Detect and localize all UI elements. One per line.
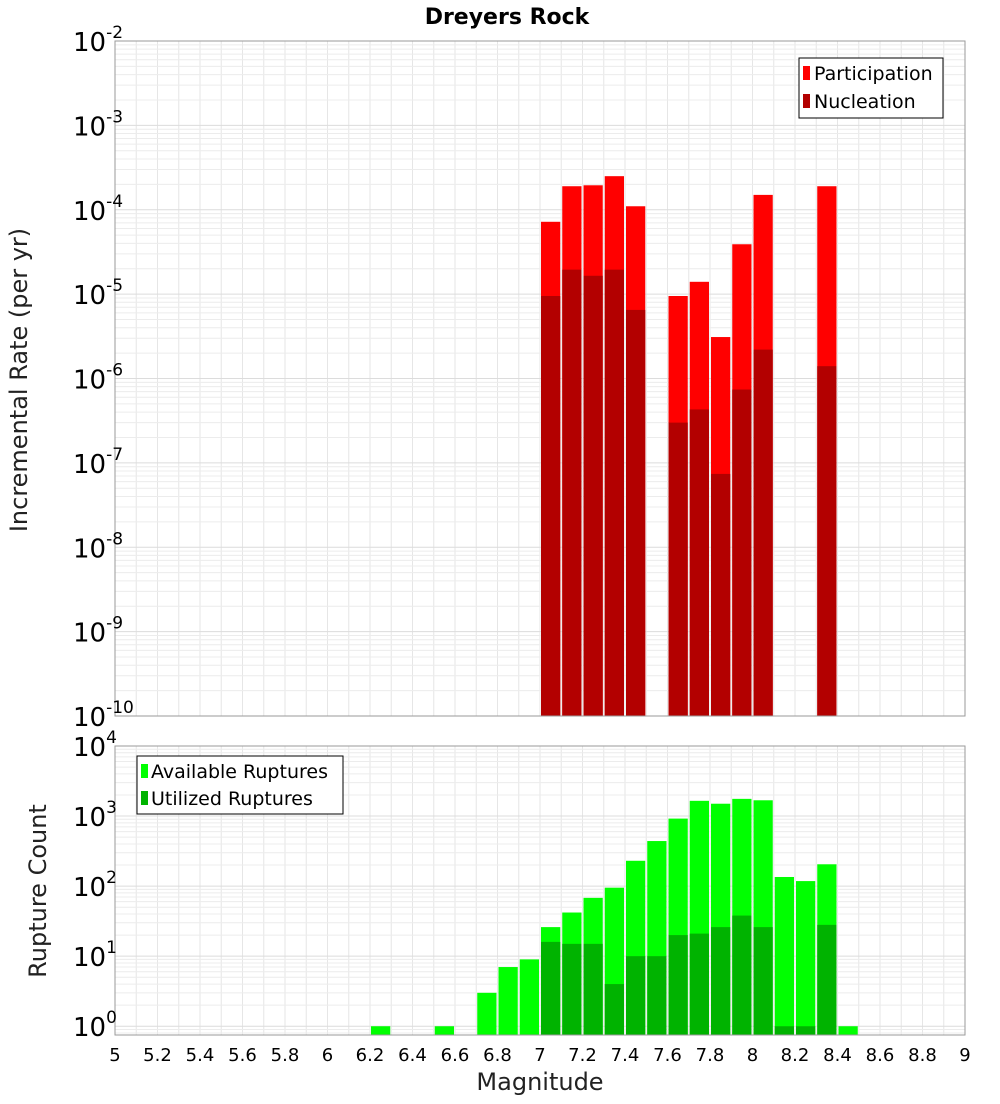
bottom-bar-available-ruptures — [371, 1026, 391, 1035]
top-y-tick-label: 10-3 — [73, 107, 123, 142]
x-tick-label: 7.6 — [653, 1045, 682, 1066]
top-bar-nucleation — [626, 309, 646, 716]
legend-utilized-ruptures-swatch — [141, 791, 148, 805]
legend-nucleation-swatch — [803, 94, 810, 108]
x-tick-label: 9 — [959, 1045, 970, 1066]
x-tick-label: 6.6 — [441, 1045, 470, 1066]
bottom-bar-utilized-ruptures — [541, 941, 561, 1035]
x-tick-label: 8 — [747, 1045, 758, 1066]
bottom-bar-available-ruptures — [519, 959, 539, 1035]
legend-participation-swatch — [803, 66, 810, 80]
bottom-bar-available-ruptures — [774, 876, 794, 1035]
top-bar-nucleation — [562, 269, 582, 716]
top-bar-nucleation — [753, 349, 773, 716]
x-tick-label: 5.2 — [143, 1045, 172, 1066]
x-tick-label: 7 — [534, 1045, 545, 1066]
bottom-bar-available-ruptures — [838, 1026, 858, 1035]
x-tick-label: 6 — [322, 1045, 333, 1066]
top-y-tick-label: 10-2 — [73, 23, 123, 58]
legend-utilized-ruptures-label: Utilized Ruptures — [151, 788, 313, 810]
top-bar-nucleation — [604, 269, 624, 716]
bottom-bar-utilized-ruptures — [583, 943, 603, 1035]
bottom-bar-utilized-ruptures — [817, 924, 837, 1035]
bottom-bar-utilized-ruptures — [626, 956, 646, 1035]
x-tick-label: 8.6 — [866, 1045, 895, 1066]
top-bar-nucleation — [689, 409, 709, 716]
top-legend: Participation Nucleation — [798, 57, 944, 119]
bottom-bar-utilized-ruptures — [562, 943, 582, 1035]
bottom-bars — [371, 798, 858, 1035]
x-tick-label: 6.8 — [483, 1045, 512, 1066]
bottom-y-tick-label: 103 — [73, 798, 117, 833]
chart-title: Dreyers Rock — [425, 5, 591, 30]
top-bar-nucleation — [541, 296, 561, 716]
x-tick-label: 6.4 — [398, 1045, 427, 1066]
x-tick-label: 7.4 — [611, 1045, 640, 1066]
x-tick-label: 6.2 — [356, 1045, 385, 1066]
top-y-axis-label: Incremental Rate (per yr) — [5, 228, 33, 532]
bottom-y-tick-label: 101 — [73, 938, 117, 973]
x-tick-label: 7.8 — [696, 1045, 725, 1066]
top-plot-frame — [114, 40, 966, 717]
top-bar-nucleation — [583, 275, 603, 716]
bottom-bar-utilized-ruptures — [668, 935, 688, 1035]
bottom-y-tick-label: 102 — [73, 868, 117, 903]
bottom-bar-utilized-ruptures — [604, 984, 624, 1035]
bottom-bar-utilized-ruptures — [774, 1026, 794, 1035]
top-bar-nucleation — [711, 473, 731, 716]
bottom-bar-utilized-ruptures — [732, 915, 752, 1035]
top-y-tick-label: 10-8 — [73, 529, 123, 564]
x-tick-label: 5.6 — [228, 1045, 257, 1066]
bottom-y-tick-label: 104 — [73, 728, 117, 763]
bottom-bar-available-ruptures — [477, 992, 497, 1035]
x-axis-label: Magnitude — [476, 1068, 603, 1096]
bottom-bar-utilized-ruptures — [753, 927, 773, 1035]
bottom-legend-box — [136, 755, 344, 815]
bottom-x-ticks: 5 5.2 5.4 5.6 5.8 6 6.2 6.4 6.6 6.8 7 7.2 7.4 7.6 7.8 8… — [109, 1045, 970, 1066]
top-y-tick-label: 10-5 — [73, 276, 123, 311]
top-y-tick-label: 10-10 — [73, 698, 134, 733]
bottom-bar-available-ruptures — [434, 1026, 454, 1035]
legend-available-ruptures-label: Available Ruptures — [151, 761, 328, 783]
x-tick-label: 8.4 — [823, 1045, 852, 1066]
bottom-legend: Available Ruptures Utilized Ruptures — [136, 755, 344, 815]
top-y-tick-label: 10-7 — [73, 445, 123, 480]
top-y-tick-label: 10-6 — [73, 361, 123, 396]
top-y-tick-label: 10-4 — [73, 192, 123, 227]
top-bar-nucleation — [817, 366, 837, 716]
bottom-bar-utilized-ruptures — [796, 1026, 816, 1035]
x-tick-label: 8.8 — [908, 1045, 937, 1066]
x-tick-label: 8.2 — [781, 1045, 810, 1066]
top-bar-nucleation — [732, 389, 752, 716]
legend-nucleation-label: Nucleation — [814, 91, 916, 113]
x-tick-label: 7.2 — [568, 1045, 597, 1066]
bottom-y-axis-label: Rupture Count — [24, 804, 52, 978]
x-tick-label: 5.8 — [271, 1045, 300, 1066]
bottom-bar-available-ruptures — [498, 967, 518, 1035]
top-bar-nucleation — [668, 422, 688, 716]
top-grid — [114, 40, 966, 717]
bottom-bar-available-ruptures — [796, 881, 816, 1035]
bottom-bar-utilized-ruptures — [689, 933, 709, 1035]
bottom-y-ticks: 100 101 102 103 104 — [73, 728, 117, 1043]
legend-available-ruptures-swatch — [141, 764, 148, 778]
top-y-tick-label: 10-9 — [73, 614, 123, 649]
legend-participation-label: Participation — [814, 63, 933, 85]
bottom-bar-utilized-ruptures — [647, 956, 667, 1035]
x-tick-label: 5 — [109, 1045, 120, 1066]
bottom-bar-utilized-ruptures — [711, 927, 731, 1035]
top-legend-box — [798, 57, 944, 119]
top-y-ticks: 10-10 10-9 10-8 10-7 10-6 10-5 10-4 10-3 10-2 — [73, 23, 134, 733]
bottom-plot-frame — [114, 745, 966, 1036]
bottom-y-tick-label: 100 — [73, 1008, 117, 1043]
x-tick-label: 5.4 — [186, 1045, 215, 1066]
top-bars — [541, 176, 837, 717]
